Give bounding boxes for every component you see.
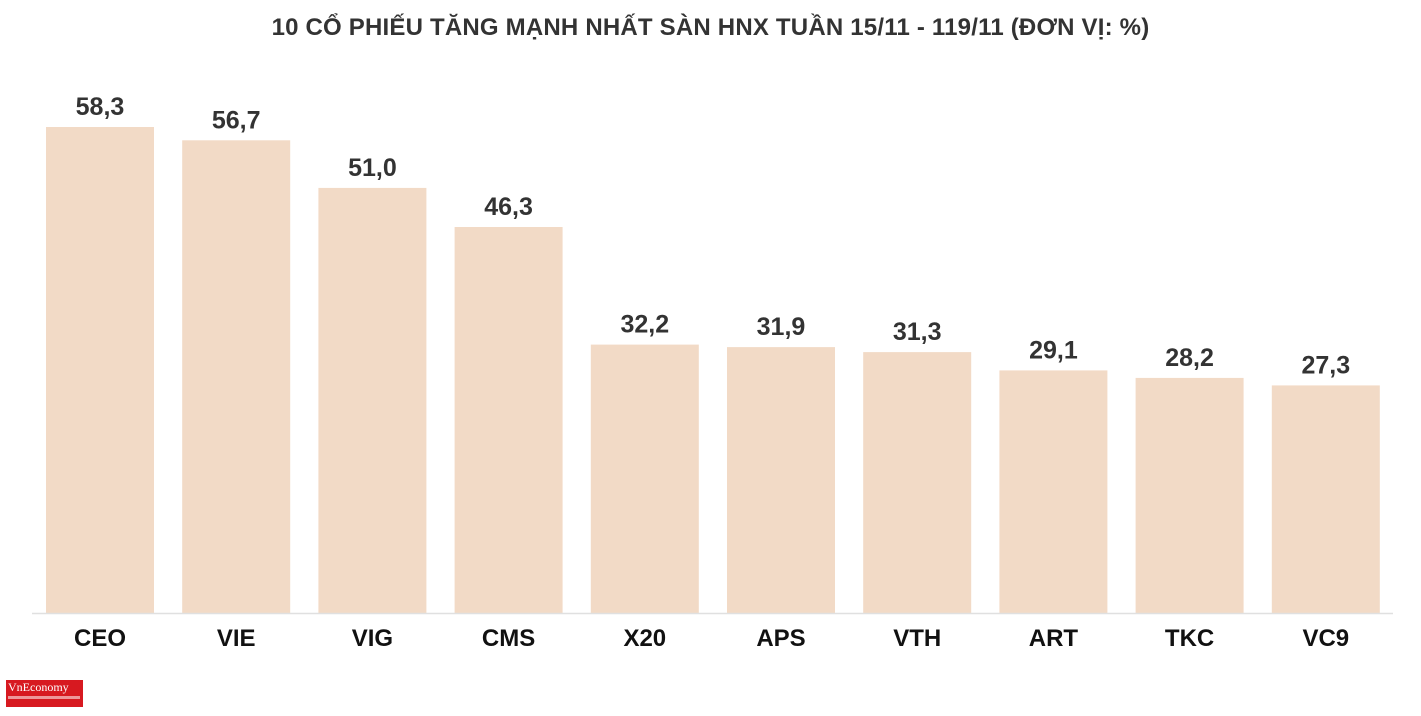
- bar-vie: [182, 140, 291, 614]
- category-label-x20: X20: [623, 625, 666, 652]
- category-label-vc9: VC9: [1302, 625, 1349, 652]
- bar-art: [999, 370, 1108, 613]
- category-label-ceo: CEO: [74, 625, 126, 652]
- category-label-cms: CMS: [482, 625, 535, 652]
- value-label-aps: 31,9: [757, 313, 806, 341]
- category-label-art: ART: [1029, 625, 1079, 652]
- value-label-vie: 56,7: [212, 106, 261, 134]
- bar-cms: [454, 227, 563, 613]
- value-label-x20: 32,2: [620, 311, 669, 339]
- vneconomy-logo: VnEconomy: [6, 680, 83, 707]
- bar-vth: [863, 352, 972, 613]
- bar-vig: [318, 187, 427, 613]
- bar-x20: [590, 344, 699, 613]
- category-label-aps: APS: [756, 625, 805, 652]
- value-label-ceo: 58,3: [76, 93, 125, 121]
- bar-tkc: [1135, 377, 1244, 613]
- bar-ceo: [46, 127, 154, 613]
- value-label-vth: 31,3: [893, 318, 942, 346]
- chart-title: 10 CỔ PHIẾU TĂNG MẠNH NHẤT SÀN HNX TUẦN …: [271, 14, 1150, 41]
- value-label-cms: 46,3: [484, 193, 533, 221]
- logo-tagline-mark: [8, 696, 80, 699]
- category-label-tkc: TKC: [1165, 625, 1214, 652]
- value-label-vc9: 27,3: [1301, 351, 1350, 379]
- value-label-vig: 51,0: [348, 154, 397, 182]
- logo-text: VnEconomy: [8, 680, 69, 694]
- value-label-art: 29,1: [1029, 336, 1078, 364]
- category-label-vig: VIG: [352, 625, 393, 652]
- category-label-vie: VIE: [217, 625, 256, 652]
- category-label-vth: VTH: [893, 625, 941, 652]
- value-label-tkc: 28,2: [1165, 344, 1214, 372]
- bar-vc9: [1271, 385, 1380, 613]
- bar-aps: [727, 347, 835, 613]
